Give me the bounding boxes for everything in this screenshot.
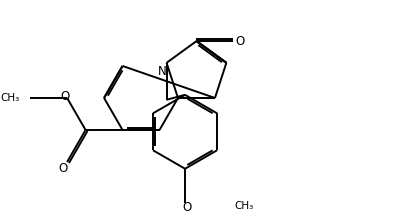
Text: O: O: [235, 35, 244, 48]
Text: N: N: [157, 65, 166, 78]
Text: CH₃: CH₃: [0, 93, 19, 103]
Text: O: O: [60, 89, 70, 103]
Text: CH₃: CH₃: [234, 201, 253, 211]
Text: O: O: [58, 162, 68, 175]
Text: O: O: [182, 201, 191, 214]
